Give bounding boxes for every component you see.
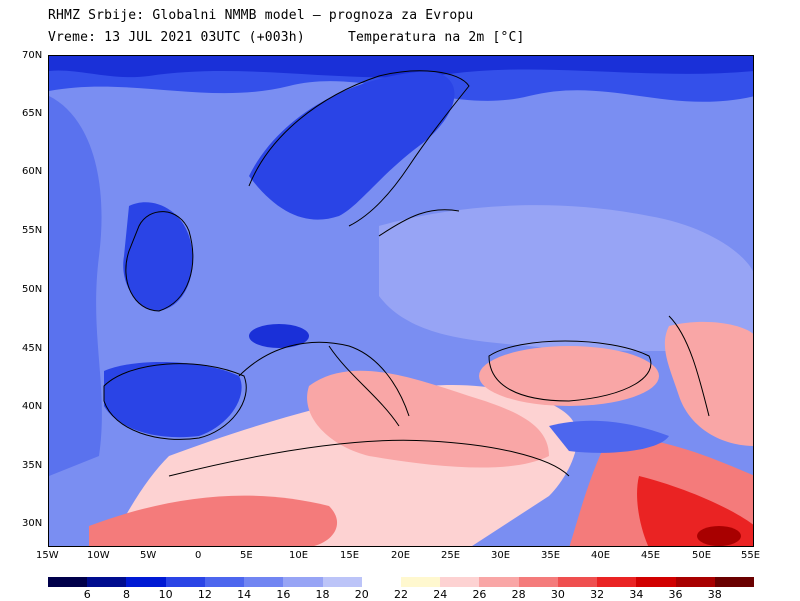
lat-label: 50N: [22, 284, 43, 295]
lat-label: 60N: [22, 166, 43, 177]
legend-tick-label: 30: [550, 588, 565, 601]
legend-color-cell: [714, 577, 755, 587]
legend-color-cell: [322, 577, 363, 587]
lon-label: 25E: [441, 550, 461, 561]
legend-color-cell: [557, 577, 598, 587]
legend-color-cell: [675, 577, 716, 587]
sahara-warm: [89, 495, 338, 546]
legend-tick-label: 20: [354, 588, 369, 601]
lon-label: 15W: [36, 550, 59, 561]
legend-tick-label: 10: [158, 588, 173, 601]
lon-label: 40E: [591, 550, 611, 561]
black-sea-warm: [479, 346, 659, 406]
british-isles-cold: [123, 202, 193, 311]
legend-color-cell: [518, 577, 559, 587]
legend-color-cell: [597, 577, 637, 587]
map-canvas: [49, 56, 753, 546]
lat-label: 70N: [22, 50, 43, 61]
lon-label: 30E: [491, 550, 511, 561]
lat-label: 35N: [22, 460, 43, 471]
lon-label: 5W: [140, 550, 157, 561]
legend-tick-label: 16: [276, 588, 291, 601]
temperature-legend: [48, 577, 755, 587]
lon-label: 55E: [741, 550, 761, 561]
legend-tick-label: 24: [433, 588, 448, 601]
coldest-north-band: [49, 56, 753, 78]
legend-color-cell: [636, 577, 677, 587]
map-title: RHMZ Srbije: Globalni NMMB model — progn…: [48, 8, 474, 23]
legend-tick-label: 14: [237, 588, 252, 601]
iberia-cold: [104, 361, 242, 438]
lon-label: 10E: [289, 550, 309, 561]
legend-tick-label: 26: [472, 588, 487, 601]
legend-tick-label: 36: [668, 588, 683, 601]
legend-color-cell: [244, 577, 284, 587]
lon-label: 50E: [692, 550, 712, 561]
turkey-cool: [549, 420, 669, 453]
legend-color-cell: [204, 577, 245, 587]
lon-label: 0: [195, 550, 202, 561]
lat-label: 40N: [22, 401, 43, 412]
variable-label: Temperatura na 2m [°C]: [348, 30, 525, 45]
legend-color-cell: [126, 577, 167, 587]
legend-tick-label: 38: [707, 588, 722, 601]
legend-color-cell: [283, 577, 324, 587]
scandinavia-cold: [249, 71, 455, 220]
legend-color-cell: [361, 577, 402, 587]
lat-label: 45N: [22, 343, 43, 354]
lon-label: 10W: [87, 550, 110, 561]
lon-label: 15E: [340, 550, 360, 561]
legend-tick-label: 34: [629, 588, 644, 601]
legend-color-cell: [87, 577, 127, 587]
legend-tick-label: 32: [590, 588, 605, 601]
lon-label: 35E: [541, 550, 561, 561]
lon-label: 5E: [240, 550, 253, 561]
legend-color-cell: [165, 577, 206, 587]
caspian-warm: [664, 321, 753, 446]
legend-tick-label: 28: [511, 588, 526, 601]
legend-tick-label: 22: [394, 588, 408, 601]
legend-color-cell: [401, 577, 441, 587]
legend-color-cell: [440, 577, 480, 587]
alps-cold: [249, 324, 309, 348]
legend-color-cell: [479, 577, 520, 587]
lat-label: 30N: [22, 518, 43, 529]
east-europe-field: [379, 205, 753, 356]
lat-label: 65N: [22, 108, 43, 119]
temperature-map: [48, 55, 754, 547]
forecast-time: Vreme: 13 JUL 2021 03UTC (+003h): [48, 30, 305, 45]
lon-label: 45E: [641, 550, 661, 561]
central-med-warm: [307, 370, 549, 468]
legend-tick-label: 18: [315, 588, 330, 601]
coastlines: [103, 70, 710, 477]
legend-tick-label: 12: [197, 588, 212, 601]
legend-tick-label: 6: [83, 588, 91, 601]
hottest-spot: [697, 526, 741, 546]
atlantic-field: [49, 96, 102, 476]
lat-label: 55N: [22, 225, 43, 236]
legend-tick-label: 8: [122, 588, 130, 601]
lon-label: 20E: [391, 550, 411, 561]
legend-color-cell: [48, 577, 88, 587]
